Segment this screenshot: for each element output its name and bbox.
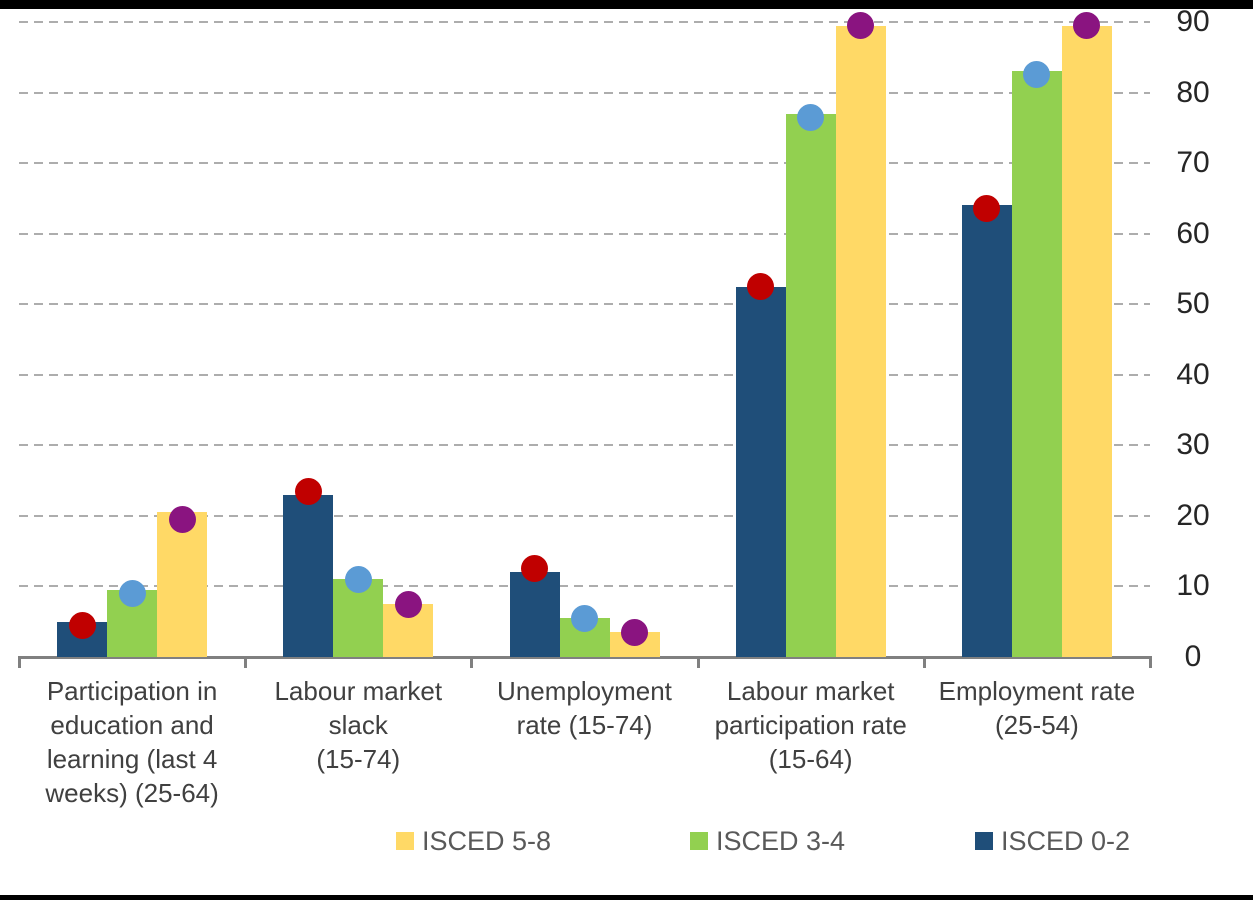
marker-red-dot xyxy=(973,195,1001,223)
marker-red-dot xyxy=(747,273,775,301)
category-label: Labour market participation rate (15-64) xyxy=(714,676,907,774)
marker-purple-dot xyxy=(621,618,648,646)
bar-isced-0-2 xyxy=(283,494,334,657)
bar-isced-0-2 xyxy=(509,572,560,657)
legend-swatch xyxy=(396,832,414,850)
gridline-10 xyxy=(19,585,1150,588)
marker-blue-dot xyxy=(797,103,825,131)
category-label: Participation in education and learning … xyxy=(45,676,219,808)
y-tick-label-70: 70 xyxy=(1176,146,1210,180)
gridline-90 xyxy=(19,21,1150,23)
legend-label: ISCED 5-8 xyxy=(422,825,552,856)
y-tick-label-90: 90 xyxy=(1176,5,1210,38)
y-tick-label-20: 20 xyxy=(1176,498,1210,532)
legend: ISCED 5-8 ISCED 3-4 ISCED 0-2 xyxy=(0,824,1253,858)
legend-item-isced-5-8: ISCED 5-8 xyxy=(396,824,551,858)
bar-isced-5-8 xyxy=(835,25,886,657)
marker-red-dot xyxy=(294,477,322,505)
marker-blue-dot xyxy=(571,604,598,632)
y-tick-label-10: 10 xyxy=(1176,569,1210,603)
y-tick-label-50: 50 xyxy=(1176,287,1210,321)
marker-red-dot xyxy=(68,611,96,639)
x-axis-tick xyxy=(470,656,474,668)
legend-swatch xyxy=(690,832,708,850)
bar-isced-0-2 xyxy=(961,205,1012,657)
x-axis-tick xyxy=(244,656,248,668)
marker-red-dot xyxy=(521,555,548,583)
marker-blue-dot xyxy=(118,580,146,607)
marker-blue-dot xyxy=(1023,61,1051,89)
legend-item-isced-0-2: ISCED 0-2 xyxy=(975,824,1130,858)
y-tick-label-40: 40 xyxy=(1176,357,1210,391)
category-label: Unemployment rate (15-74) xyxy=(497,676,672,740)
legend-item-isced-3-4: ISCED 3-4 xyxy=(690,824,845,858)
bar-isced-3-4 xyxy=(785,113,836,657)
bar-isced-3-4 xyxy=(1011,71,1062,657)
legend-label: ISCED 0-2 xyxy=(1001,825,1131,856)
legend-label: ISCED 3-4 xyxy=(716,825,846,856)
gridline-40 xyxy=(19,373,1150,376)
x-axis-tick xyxy=(922,656,926,668)
gridline-50 xyxy=(19,303,1150,306)
bar-isced-0-2 xyxy=(735,286,786,657)
category-label: Employment rate (25-54) xyxy=(938,676,1136,740)
gridline-60 xyxy=(19,232,1150,235)
gridline-70 xyxy=(19,162,1150,165)
bottom-border xyxy=(0,895,1253,900)
y-tick-label-30: 30 xyxy=(1176,428,1210,462)
gridline-80 xyxy=(19,91,1150,94)
y-tick-label-0: 0 xyxy=(1184,640,1202,673)
bar-isced-5-8 xyxy=(157,512,208,657)
gridline-20 xyxy=(19,514,1150,517)
marker-blue-dot xyxy=(344,565,372,593)
top-border xyxy=(0,0,1253,9)
x-axis-tick xyxy=(696,656,700,668)
marker-purple-dot xyxy=(847,12,875,40)
x-axis-line xyxy=(19,656,1150,659)
gridline-30 xyxy=(19,444,1150,447)
x-axis-tick xyxy=(1149,656,1152,668)
y-tick-label-60: 60 xyxy=(1176,216,1210,250)
marker-purple-dot xyxy=(394,590,422,618)
marker-purple-dot xyxy=(168,505,196,533)
bar-isced-5-8 xyxy=(1061,25,1112,657)
marker-purple-dot xyxy=(1073,12,1101,40)
category-label: Labour market slack (15-74) xyxy=(274,676,443,774)
x-axis-tick xyxy=(18,656,21,668)
legend-swatch xyxy=(975,832,993,850)
y-tick-label-80: 80 xyxy=(1176,75,1210,109)
